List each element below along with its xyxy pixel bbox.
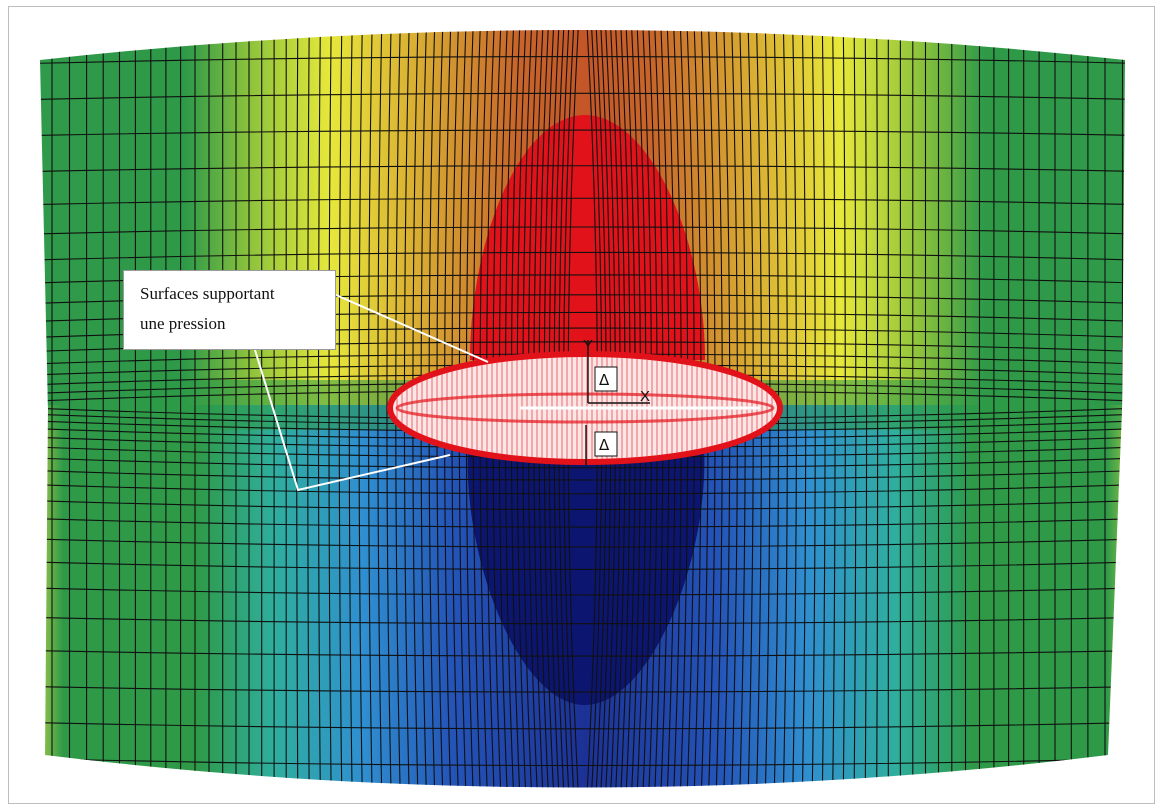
y-axis-label: Y xyxy=(583,337,593,354)
delta-upper: Δ xyxy=(594,366,618,392)
delta-upper-label: Δ xyxy=(599,371,610,389)
x-axis-label: X xyxy=(640,388,650,405)
delta-lower: Δ xyxy=(594,431,618,457)
annotation-line-2: une pression xyxy=(140,314,226,333)
annotation-box: Surfaces supportant une pression xyxy=(123,270,336,350)
leader-lines xyxy=(254,294,489,492)
crack-ellipse xyxy=(387,351,783,465)
delta-lower-label: Δ xyxy=(599,436,610,454)
annotation-line-1: Surfaces supportant xyxy=(140,284,275,303)
axis-markers xyxy=(585,340,650,465)
